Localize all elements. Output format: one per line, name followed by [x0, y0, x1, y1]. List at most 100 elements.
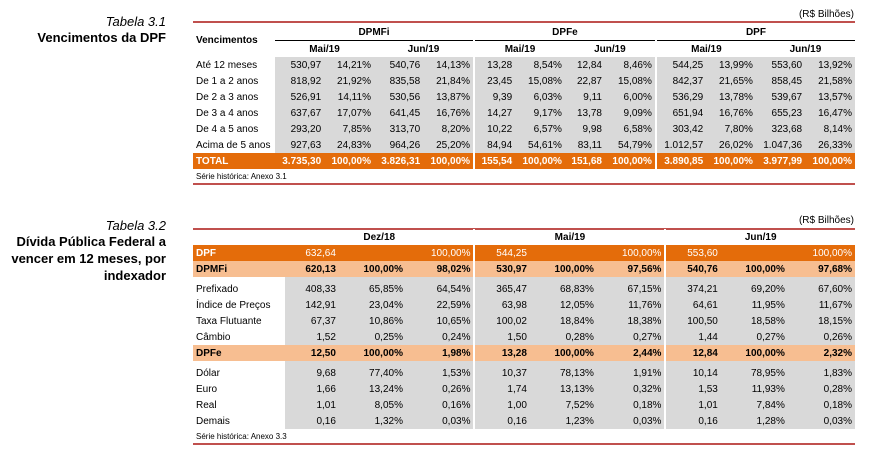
table-cell: [720, 245, 788, 261]
table-cell: 0,03%: [787, 413, 855, 429]
table-cell: 0,26%: [405, 381, 475, 397]
month-header: Mai/19: [473, 40, 565, 57]
table-cell: 68,83%: [529, 277, 597, 297]
table-cell: 9,17%: [515, 105, 565, 121]
table-cell: 1,53%: [405, 361, 475, 381]
row-label: DPMFi: [193, 261, 285, 277]
group-header-dpfe: DPFe: [473, 24, 656, 41]
table-3-2-caption: Tabela 3.2 Dívida Pública Federal a venc…: [0, 218, 166, 284]
total-cell: 100,00%: [515, 153, 565, 169]
table-cell: 13,28: [473, 57, 516, 73]
table-3-1-source-row: Série histórica: Anexo 3.1: [193, 169, 855, 185]
table-cell: 11,76%: [596, 297, 666, 313]
row-label: Prefixado: [196, 283, 239, 295]
table-cell: 8,46%: [605, 57, 656, 73]
table-total-row: TOTAL 3.735,30 100,00% 3.826,31 100,00% 155,5…: [193, 153, 855, 169]
table-cell: 2,32%: [787, 345, 855, 361]
table-cell: 18,84%: [529, 313, 597, 329]
table-cell: 6,03%: [515, 89, 565, 105]
table-cell: 12,84: [564, 57, 605, 73]
table-cell: 83,11: [564, 137, 605, 153]
table-cell: 526,91: [275, 89, 325, 105]
table-row: Câmbio 1,52 0,25% 0,24% 1,50 0,28% 0,27% 1,44 0,…: [193, 329, 855, 345]
table-cell: 323,68: [755, 121, 806, 137]
table-cell: 530,97: [275, 57, 325, 73]
table-cell: 374,21: [664, 277, 721, 297]
total-cell: 151,68: [564, 153, 605, 169]
table-cell: 1,50: [473, 329, 530, 345]
table-cell: 553,60: [664, 245, 721, 261]
table-cell: 100,00%: [596, 245, 666, 261]
table-cell: 641,45: [373, 105, 424, 121]
table-cell: 6,57%: [515, 121, 565, 137]
table-cell: 100,00%: [720, 345, 788, 361]
table-cell: 0,03%: [596, 413, 666, 429]
total-cell: 100,00%: [423, 153, 475, 169]
table-cell: 64,54%: [405, 277, 475, 297]
table-cell: 26,02%: [706, 137, 756, 153]
table-cell: 26,33%: [805, 137, 855, 153]
table-cell: 21,58%: [805, 73, 855, 89]
table-cell: 65,85%: [338, 277, 406, 297]
table-cell: 14,11%: [324, 89, 374, 105]
table-cell: 536,29: [654, 89, 707, 105]
table-cell: 13,13%: [529, 381, 597, 397]
table-cell: 100,50: [664, 313, 721, 329]
table-3-1-month-header-row: Mai/19 Jun/19 Mai/19 Jun/19 Mai/19 Jun/19: [193, 40, 855, 57]
table-cell: 10,14: [664, 361, 721, 381]
table-cell: 0,25%: [338, 329, 406, 345]
table-cell: 8,05%: [338, 397, 406, 413]
table-3-2-number: Tabela 3.2: [105, 218, 166, 233]
table-cell: 835,58: [373, 73, 424, 89]
table-cell: 78,95%: [720, 361, 788, 381]
table-cell: 303,42: [654, 121, 707, 137]
table-cell: 1,98%: [405, 345, 475, 361]
table-cell: 0,27%: [596, 329, 666, 345]
table-cell: 2,44%: [596, 345, 666, 361]
table-cell: 1,52: [285, 329, 339, 345]
table-cell: 9,11: [564, 89, 605, 105]
table-cell: 10,22: [473, 121, 516, 137]
table-cell: 530,97: [473, 261, 530, 277]
table-cell: 24,83%: [324, 137, 374, 153]
group-header-dpmfi: DPMFi: [275, 24, 475, 41]
table-cell: 67,60%: [787, 277, 855, 297]
table-cell: 25,20%: [423, 137, 475, 153]
table-cell: 1,74: [473, 381, 530, 397]
table-cell: 142,91: [285, 297, 339, 313]
table-cell: 13,99%: [706, 57, 756, 73]
month-header: Jun/19: [594, 43, 626, 55]
table-cell: 927,63: [275, 137, 325, 153]
row-label: DPF: [193, 245, 285, 261]
table-cell: 1.047,36: [755, 137, 806, 153]
table-cell: 365,47: [473, 277, 530, 297]
table-cell: 18,58%: [720, 313, 788, 329]
table-row: DPFe 12,50 100,00% 1,98% 13,28 100,00% 2,44% 12…: [193, 345, 855, 361]
table-cell: 100,00%: [787, 245, 855, 261]
table-cell: 7,84%: [720, 397, 788, 413]
source-note: Série histórica: Anexo 3.3: [193, 429, 855, 445]
table-cell: 0,27%: [720, 329, 788, 345]
table-cell: 13,57%: [805, 89, 855, 105]
table-cell: 7,80%: [706, 121, 756, 137]
table-cell: 1,91%: [596, 361, 666, 381]
table-cell: 13,78: [564, 105, 605, 121]
table-cell: 408,33: [285, 277, 339, 297]
table-cell: 544,25: [654, 57, 707, 73]
table-cell: 7,85%: [324, 121, 374, 137]
table-cell: 0,16: [664, 413, 721, 429]
table-cell: 100,02: [473, 313, 530, 329]
table-cell: 18,38%: [596, 313, 666, 329]
table-cell: 23,04%: [338, 297, 406, 313]
table-cell: 22,87: [564, 73, 605, 89]
table-cell: 1.012,57: [654, 137, 707, 153]
table-cell: 13,78%: [706, 89, 756, 105]
table-3-1: Vencimentos DPMFi DPFe DPF Mai/19 Jun/19 Mai/1…: [193, 24, 855, 185]
table-cell: 842,37: [654, 73, 707, 89]
table-cell: 544,25: [473, 245, 530, 261]
table-cell: 100,00%: [405, 245, 475, 261]
table-cell: 1,44: [664, 329, 721, 345]
table-cell: 11,67%: [787, 297, 855, 313]
table-cell: 6,58%: [605, 121, 656, 137]
source-note: Série histórica: Anexo 3.1: [193, 169, 855, 185]
